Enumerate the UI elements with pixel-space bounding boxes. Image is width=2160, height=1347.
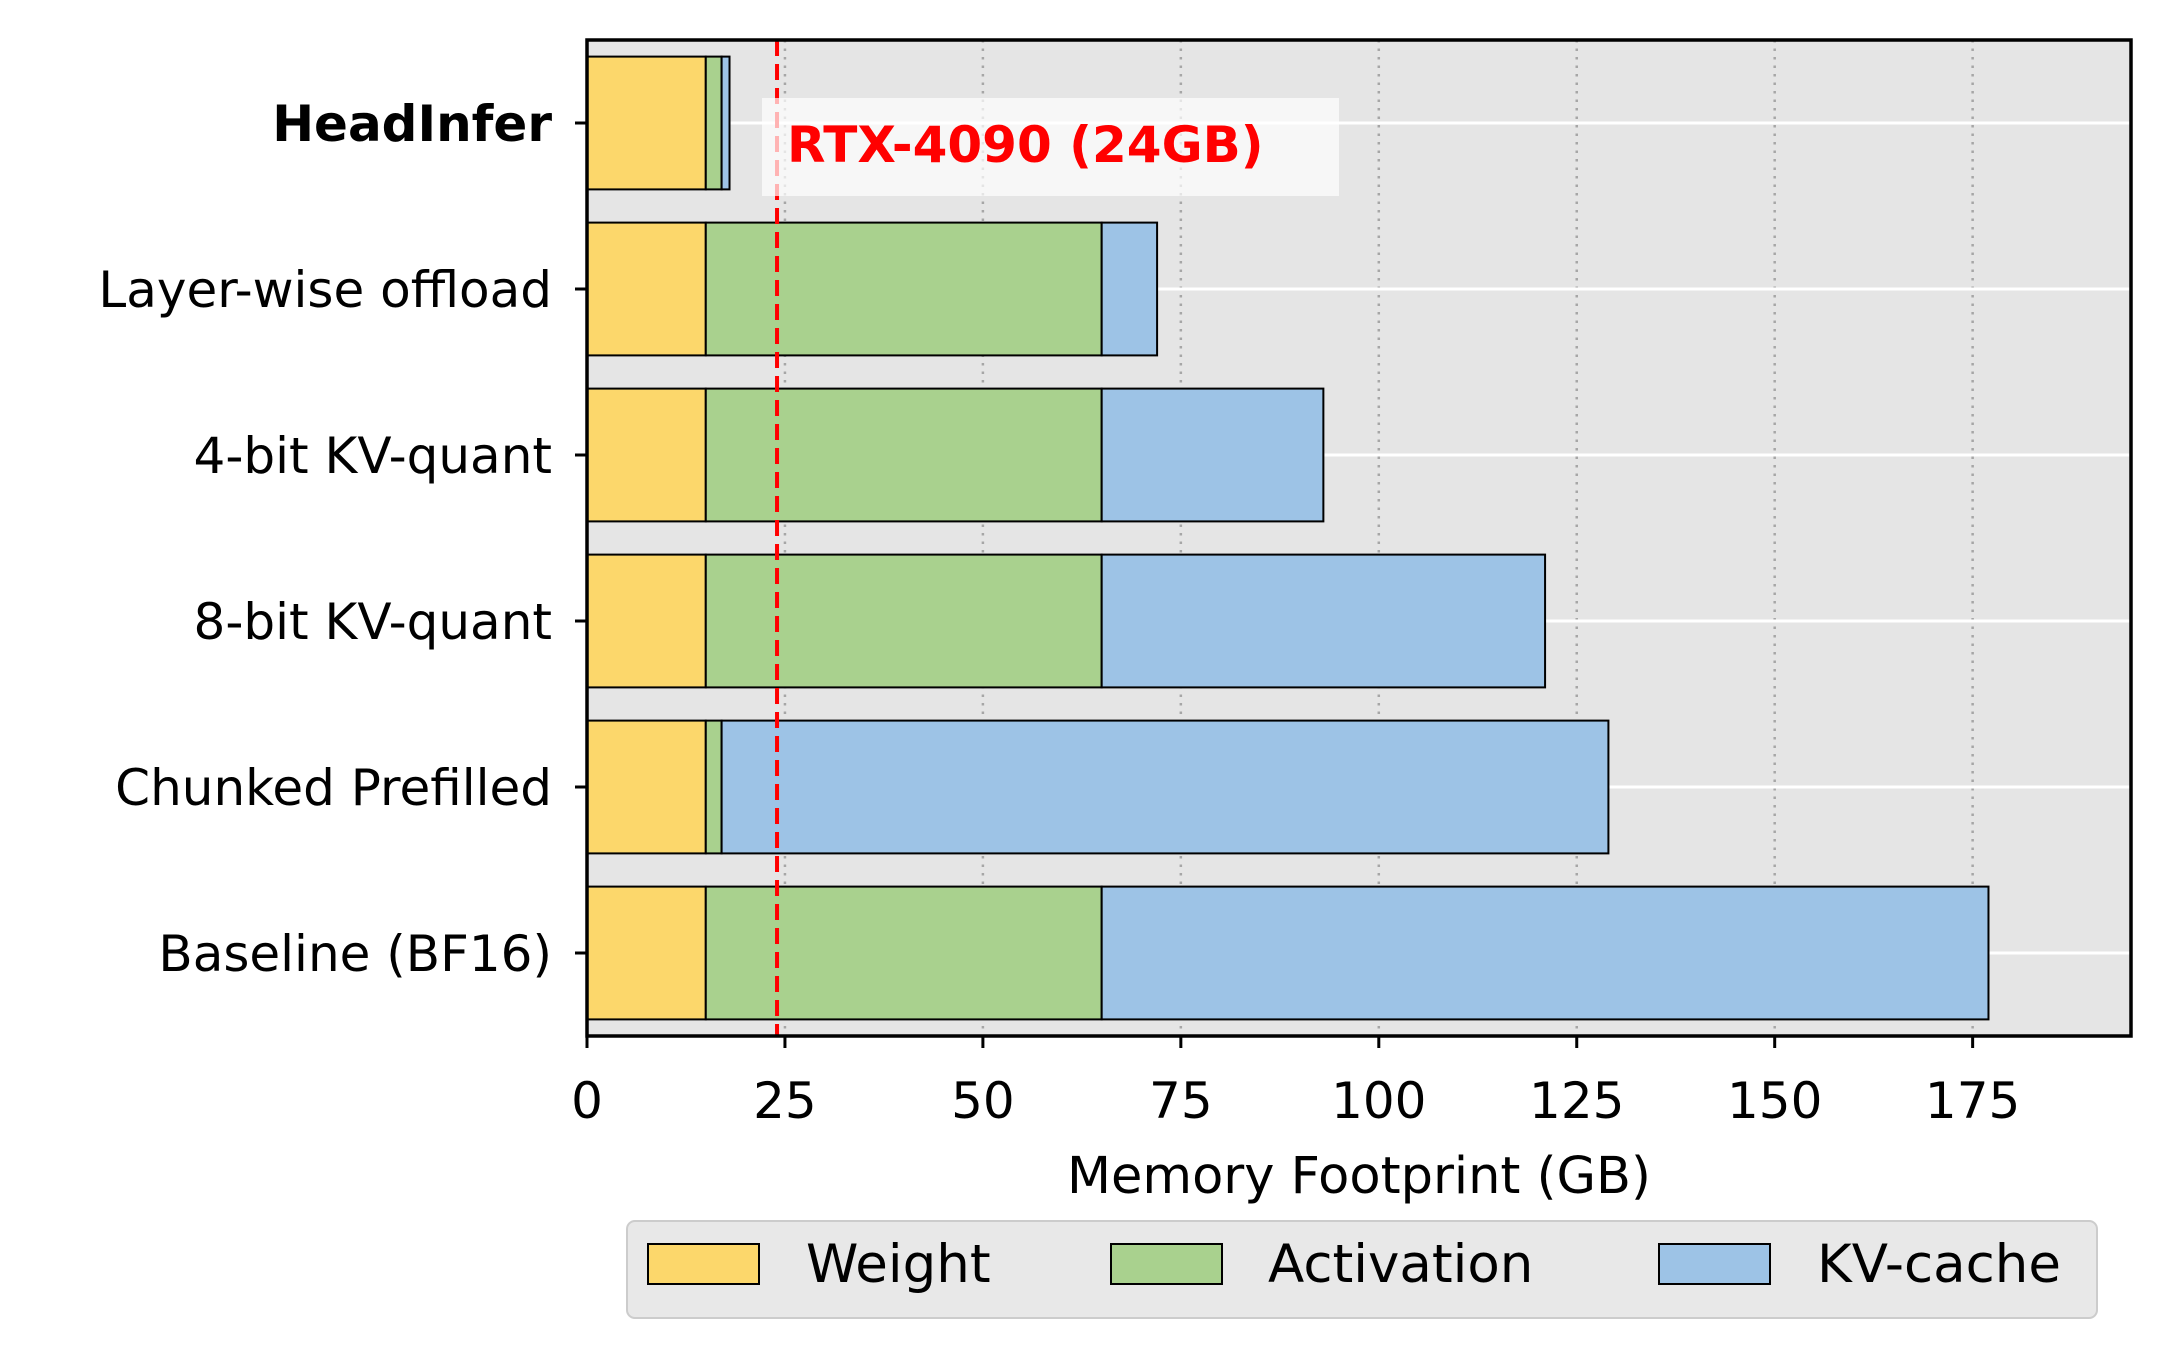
x-tick-label: 150 — [1727, 1072, 1822, 1130]
bar-activation-4 — [704, 719, 723, 855]
annotation-box — [762, 98, 1339, 196]
legend-label-weight: Weight — [806, 1234, 991, 1295]
legend-swatch-weight — [647, 1243, 760, 1285]
plot-frame — [585, 38, 2133, 1038]
x-tick-label: 0 — [571, 1072, 603, 1130]
x-axis-title: Memory Footprint (GB) — [1067, 1147, 1651, 1206]
legend-swatch-activation — [1110, 1243, 1223, 1285]
y-tick-label: Baseline (BF16) — [158, 925, 552, 983]
bar-activation-1 — [704, 221, 1103, 357]
annotation-label: RTX-4090 (24GB) — [787, 116, 1264, 174]
bar-kv-cache-2 — [1100, 387, 1325, 523]
bar-kv-cache-0 — [720, 55, 731, 191]
bar-weight-3 — [586, 553, 707, 689]
bar-kv-cache-4 — [720, 719, 1610, 855]
y-tick-label: HeadInfer — [272, 95, 552, 153]
legend-label-activation: Activation — [1268, 1234, 1533, 1295]
legend: Weight Activation KV-cache — [626, 1220, 2098, 1319]
bar-kv-cache-5 — [1100, 885, 1990, 1021]
y-tick-label: 4-bit KV-quant — [194, 427, 552, 485]
y-tick-label: Chunked Prefilled — [115, 759, 552, 817]
bars — [586, 55, 1990, 1021]
bar-weight-4 — [586, 719, 707, 855]
bar-weight-1 — [586, 221, 707, 357]
bar-weight-0 — [586, 55, 707, 191]
plot-background — [587, 40, 2131, 1036]
x-axis: 0 25 50 75 100 125 150 175 — [571, 1036, 2020, 1130]
y-tick-label: Layer-wise offload — [98, 261, 552, 319]
y-tick-label: 8-bit KV-quant — [194, 593, 552, 651]
x-tick-label: 175 — [1925, 1072, 2020, 1130]
x-tick-label: 125 — [1529, 1072, 1624, 1130]
bar-weight-2 — [586, 387, 707, 523]
legend-label-kv-cache: KV-cache — [1817, 1234, 2061, 1295]
x-tick-label: 75 — [1149, 1072, 1213, 1130]
bar-activation-2 — [704, 387, 1103, 523]
bar-activation-3 — [704, 553, 1103, 689]
bar-kv-cache-3 — [1100, 553, 1547, 689]
x-tick-label: 100 — [1331, 1072, 1426, 1130]
bar-activation-5 — [704, 885, 1103, 1021]
bar-activation-0 — [704, 55, 723, 191]
bar-kv-cache-1 — [1100, 221, 1159, 357]
bar-weight-5 — [586, 885, 707, 1021]
legend-swatch-kv-cache — [1658, 1243, 1771, 1285]
x-tick-label: 25 — [753, 1072, 817, 1130]
y-axis: HeadInfer Layer-wise offload 4-bit KV-quan… — [98, 95, 587, 983]
x-tick-label: 50 — [951, 1072, 1015, 1130]
